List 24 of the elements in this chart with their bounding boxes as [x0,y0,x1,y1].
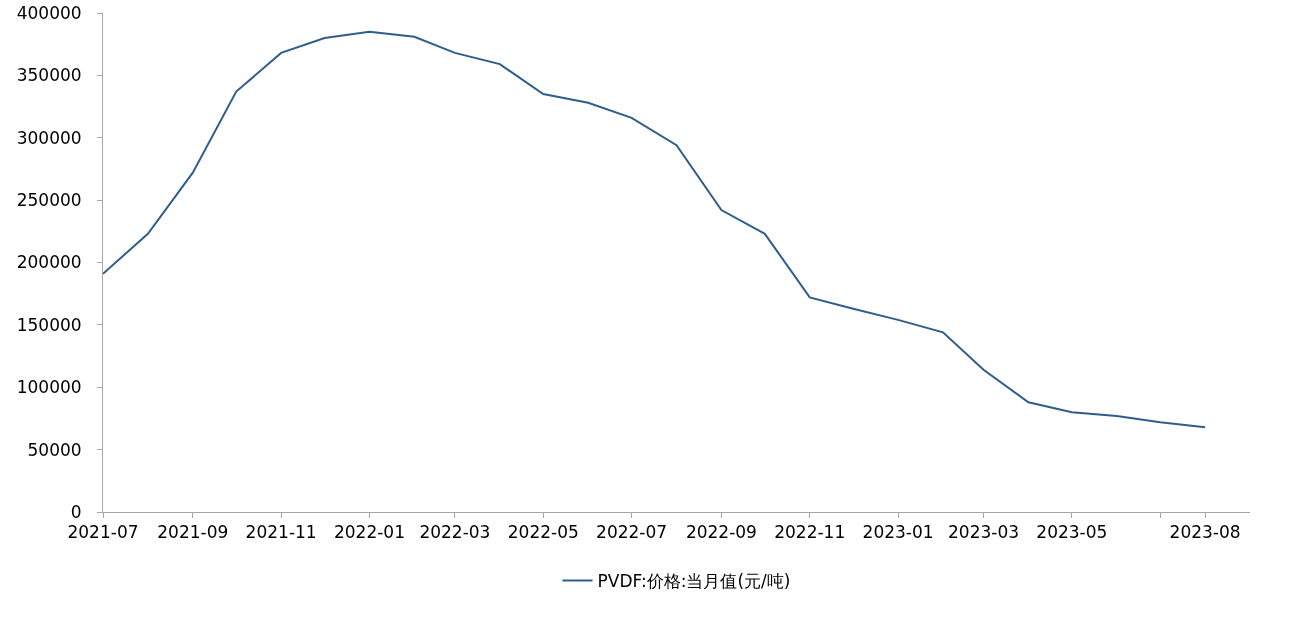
y-tick-label: 0 [70,501,82,522]
y-tick-label: 50000 [27,439,82,460]
line-series [103,30,1207,429]
x-tick-label: 2023-01 [862,522,934,543]
x-tick-label: 2023-08 [1169,522,1241,543]
y-tick-label: 350000 [16,65,82,86]
x-tick-label: 2021-09 [157,522,229,543]
legend-label: PVDF:价格:当月值(元/吨) [597,571,791,592]
x-tick-label: 2022-07 [596,522,668,543]
x-tick-label: 2023-05 [1036,522,1108,543]
y-tick-label: 400000 [16,2,82,23]
y-tick-label: 100000 [16,377,82,398]
y-tick-label: 250000 [16,190,82,211]
x-tick-label: 2023-03 [948,522,1020,543]
x-tick-label: 2022-03 [419,522,491,543]
x-tick-label: 2021-07 [67,522,139,543]
y-tick-label: 150000 [16,314,82,335]
x-tick-label: 2022-09 [685,522,757,543]
x-tick-label: 2021-11 [245,522,317,543]
y-tick-label: 300000 [16,127,82,148]
x-tick-label: 2022-11 [774,522,846,543]
x-tick-label: 2022-01 [333,522,405,543]
y-tick-label: 200000 [16,252,82,273]
x-tick-label: 2022-05 [507,522,579,543]
